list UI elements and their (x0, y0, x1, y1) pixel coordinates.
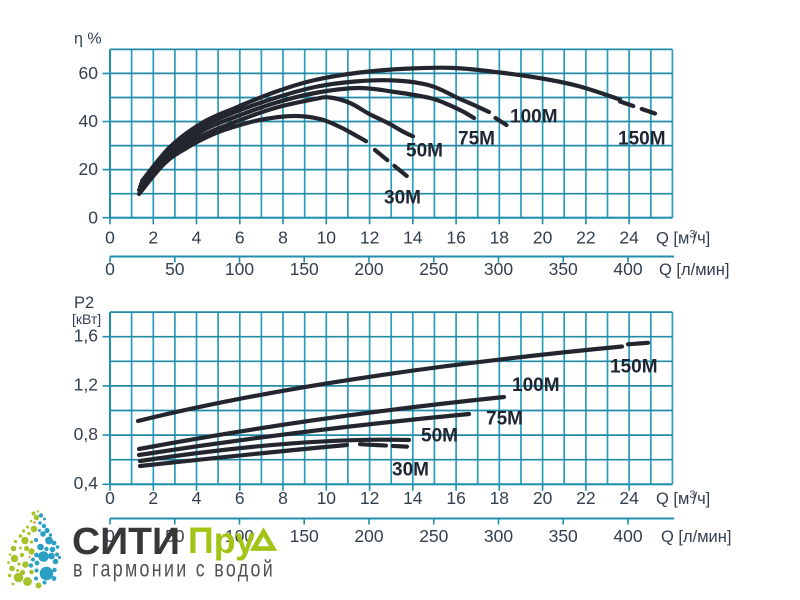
svg-text:50: 50 (165, 526, 185, 546)
svg-text:100: 100 (225, 526, 254, 546)
svg-text:0: 0 (105, 488, 115, 508)
svg-text:η %: η % (74, 31, 102, 48)
svg-text:14: 14 (403, 228, 423, 248)
svg-text:400: 400 (613, 259, 642, 279)
svg-text:400: 400 (613, 526, 642, 546)
svg-text:30M: 30M (384, 188, 421, 209)
svg-text:24: 24 (619, 488, 639, 508)
svg-text:100M: 100M (510, 107, 558, 128)
svg-text:18: 18 (490, 488, 509, 508)
svg-text:22: 22 (576, 488, 595, 508)
svg-text:[кВт]: [кВт] (72, 311, 101, 327)
svg-text:50: 50 (165, 259, 185, 279)
svg-text:20: 20 (79, 159, 99, 179)
svg-text:100: 100 (225, 259, 254, 279)
svg-text:16: 16 (446, 228, 465, 248)
svg-text:P2: P2 (74, 294, 94, 312)
svg-text:12: 12 (360, 228, 379, 248)
svg-text:Q [л/мин]: Q [л/мин] (659, 261, 729, 279)
svg-text:20: 20 (533, 488, 553, 508)
svg-text:50M: 50M (421, 426, 458, 447)
svg-text:30M: 30M (392, 460, 429, 481)
svg-text:0: 0 (105, 228, 115, 248)
svg-text:1,2: 1,2 (74, 375, 98, 395)
svg-text:10: 10 (317, 228, 337, 248)
svg-text:4: 4 (192, 228, 202, 248)
svg-text:350: 350 (549, 259, 578, 279)
svg-text:Q [м3/ч]: Q [м3/ч] (656, 229, 710, 248)
svg-text:300: 300 (484, 526, 513, 546)
svg-text:0: 0 (88, 207, 98, 227)
svg-text:75M: 75M (486, 409, 523, 430)
svg-text:350: 350 (549, 526, 578, 546)
svg-text:14: 14 (403, 488, 423, 508)
svg-text:150: 150 (290, 259, 319, 279)
svg-text:0: 0 (105, 259, 115, 279)
svg-text:250: 250 (419, 526, 448, 546)
svg-text:20: 20 (533, 228, 553, 248)
svg-text:22: 22 (576, 228, 595, 248)
svg-text:150M: 150M (618, 129, 666, 150)
svg-text:2: 2 (148, 488, 158, 508)
svg-text:в гармонии с водой: в гармонии с водой (73, 556, 275, 582)
svg-text:СИТИ: СИТИ (72, 521, 180, 563)
svg-text:200: 200 (354, 259, 383, 279)
svg-text:10: 10 (317, 488, 337, 508)
svg-text:18: 18 (490, 228, 509, 248)
svg-text:1,6: 1,6 (74, 326, 98, 346)
svg-text:150: 150 (290, 526, 319, 546)
svg-text:200: 200 (354, 526, 383, 546)
svg-text:8: 8 (278, 228, 288, 248)
svg-text:0,8: 0,8 (74, 424, 98, 444)
svg-text:300: 300 (484, 259, 513, 279)
svg-text:60: 60 (79, 63, 99, 83)
svg-text:6: 6 (235, 228, 245, 248)
svg-text:0,4: 0,4 (74, 473, 99, 493)
svg-text:0: 0 (105, 526, 115, 546)
svg-text:Q [л/мин]: Q [л/мин] (661, 528, 731, 546)
svg-text:12: 12 (360, 488, 379, 508)
svg-text:150M: 150M (610, 357, 658, 378)
svg-text:6: 6 (235, 488, 245, 508)
svg-text:8: 8 (278, 488, 288, 508)
svg-text:16: 16 (446, 488, 465, 508)
svg-text:24: 24 (619, 228, 639, 248)
svg-text:Пру: Пру (188, 520, 255, 561)
svg-text:75M: 75M (458, 129, 495, 150)
svg-text:100M: 100M (512, 375, 560, 396)
svg-text:4: 4 (192, 488, 202, 508)
svg-text:50M: 50M (406, 141, 443, 162)
svg-text:Q [м3/ч]: Q [м3/ч] (656, 489, 710, 508)
svg-text:40: 40 (79, 111, 99, 131)
svg-text:250: 250 (419, 259, 448, 279)
svg-text:2: 2 (148, 228, 158, 248)
